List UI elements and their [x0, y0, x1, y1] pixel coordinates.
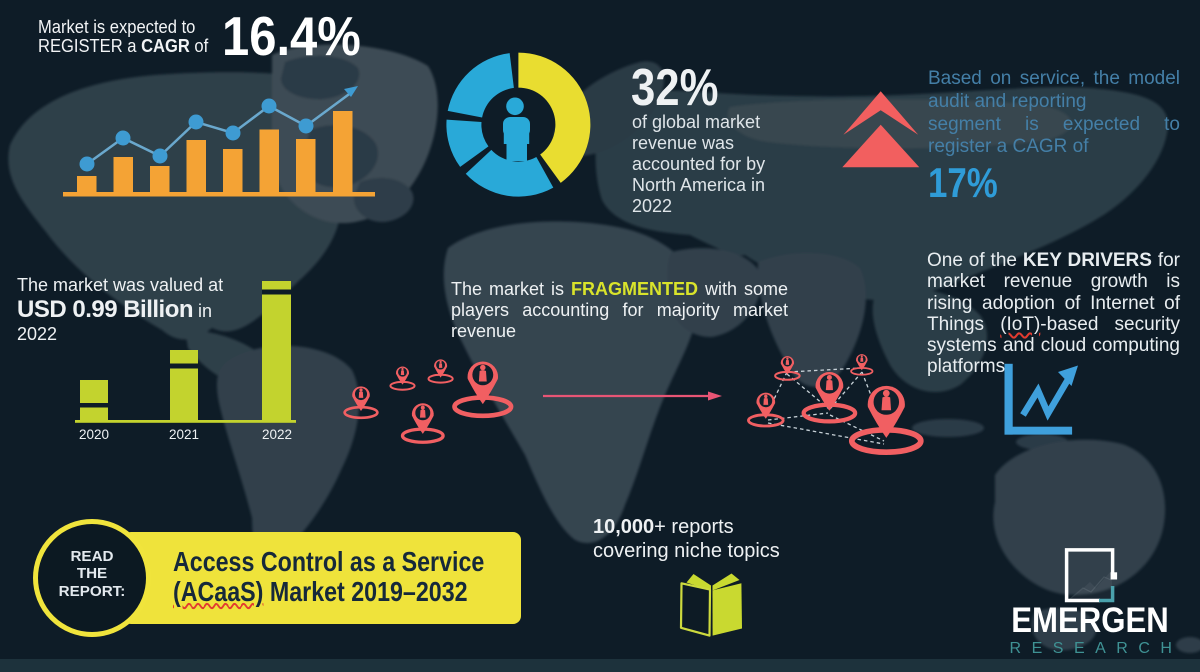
svg-text:2020: 2020 — [79, 427, 109, 442]
svg-text:EMERGEN: EMERGEN — [1011, 601, 1168, 640]
svg-text:2021: 2021 — [169, 427, 199, 442]
svg-text:2022: 2022 — [262, 427, 292, 442]
svg-text:RESEARCH: RESEARCH — [1010, 640, 1183, 657]
